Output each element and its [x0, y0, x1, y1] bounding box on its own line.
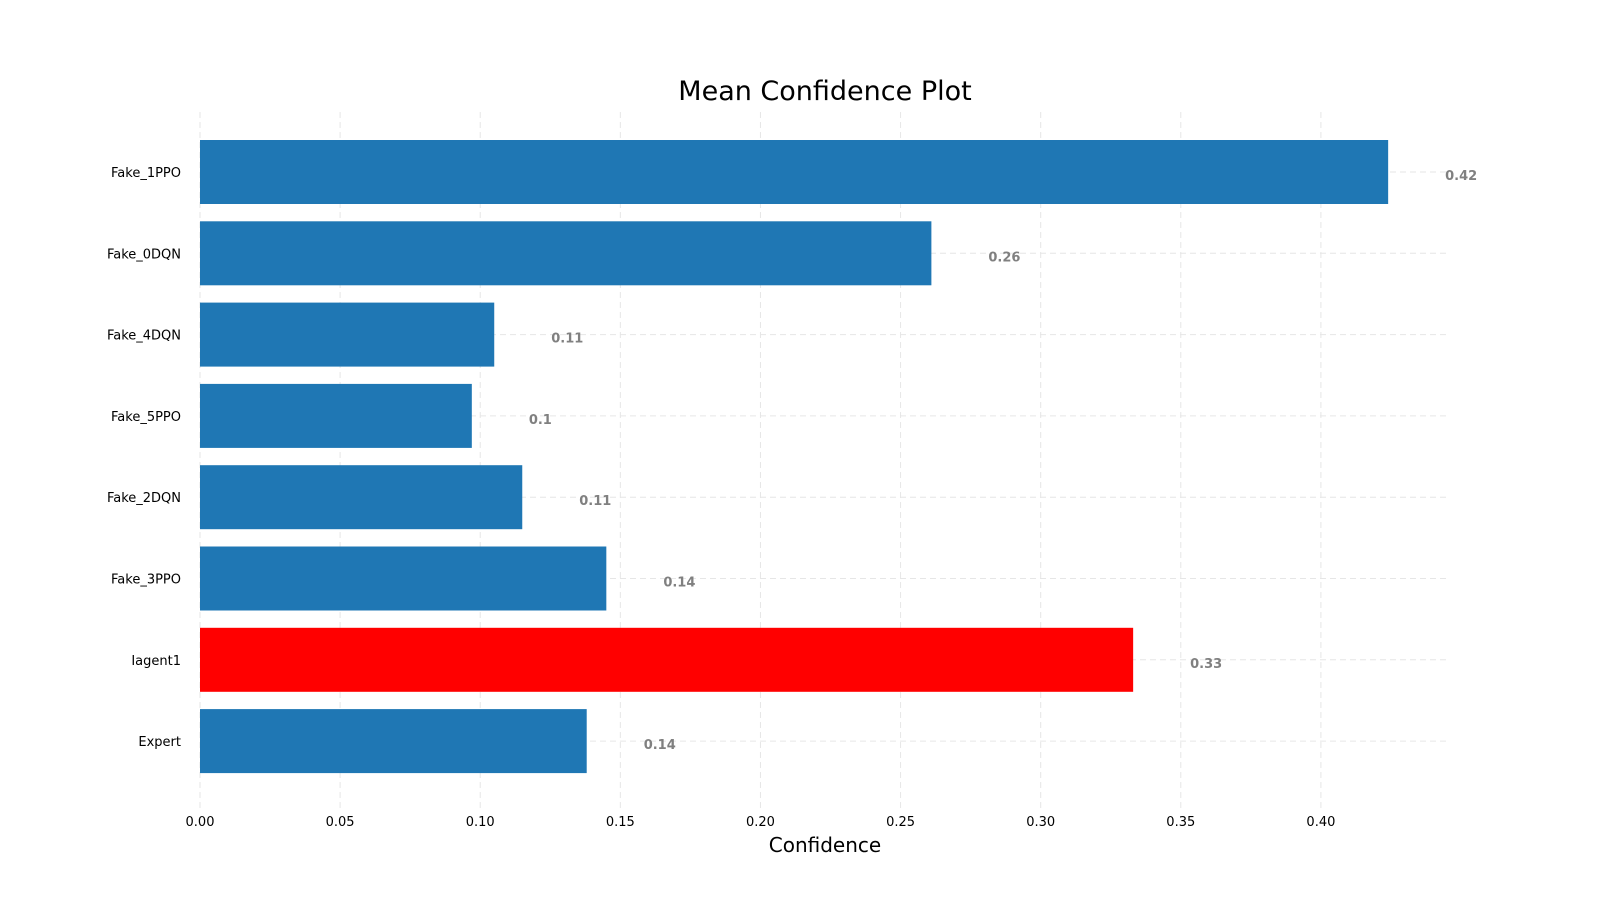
x-tick-label: 0.20: [746, 815, 775, 830]
x-tick-label: 0.40: [1306, 815, 1335, 830]
x-axis-label: Confidence: [769, 833, 881, 857]
grid-lines: [199, 112, 1447, 808]
x-axis-tick-labels: 0.00 0.05 0.10 0.15 0.20 0.25 0.30 0.35 0.40: [186, 815, 1336, 830]
chart-title: Mean Confidence Plot: [678, 76, 971, 107]
bar-expert: [200, 709, 587, 774]
y-tick-label: Expert: [138, 735, 181, 750]
y-tick-label: Fake_1PPO: [111, 166, 181, 181]
x-tick-label: 0.25: [886, 815, 915, 830]
bar-value-label: 0.11: [579, 494, 611, 509]
bar-value-label: 0.33: [1190, 657, 1222, 672]
x-tick-label: 0.05: [326, 815, 355, 830]
bar-value-label: 0.14: [663, 576, 695, 591]
bar-fake-1ppo: [200, 140, 1389, 204]
bar-fake-5ppo: [200, 383, 472, 448]
x-tick-label: 0.10: [466, 815, 495, 830]
value-labels: 0.42 0.26 0.11 0.1 0.11 0.14 0.33 0.14: [529, 169, 1477, 753]
y-tick-label: Fake_0DQN: [107, 247, 181, 262]
y-tick-label: Fake_2DQN: [107, 491, 181, 506]
bar-value-label: 0.11: [551, 332, 583, 347]
bar-fake-2dqn: [200, 465, 523, 530]
bar-value-label: 0.1: [529, 413, 552, 428]
x-tick-label: 0.30: [1026, 815, 1055, 830]
y-tick-label: Fake_5PPO: [111, 410, 181, 425]
bar-value-label: 0.42: [1445, 169, 1477, 184]
bars: [200, 140, 1389, 774]
bar-value-label: 0.14: [644, 738, 676, 753]
y-tick-label: Fake_3PPO: [111, 573, 181, 588]
x-tick-label: 0.35: [1166, 815, 1195, 830]
x-tick-label: 0.00: [186, 815, 215, 830]
y-axis-tick-labels: Fake_1PPO Fake_0DQN Fake_4DQN Fake_5PPO Fake…: [107, 166, 181, 750]
bar-fake-0dqn: [200, 221, 932, 286]
y-tick-label: Iagent1: [131, 654, 181, 669]
y-tick-label: Fake_4DQN: [107, 329, 181, 344]
bar-fake-3ppo: [200, 546, 607, 611]
bar-value-label: 0.26: [988, 250, 1020, 265]
x-tick-label: 0.15: [606, 815, 635, 830]
bar-fake-4dqn: [200, 302, 495, 367]
bar-iagent1: [200, 627, 1134, 692]
